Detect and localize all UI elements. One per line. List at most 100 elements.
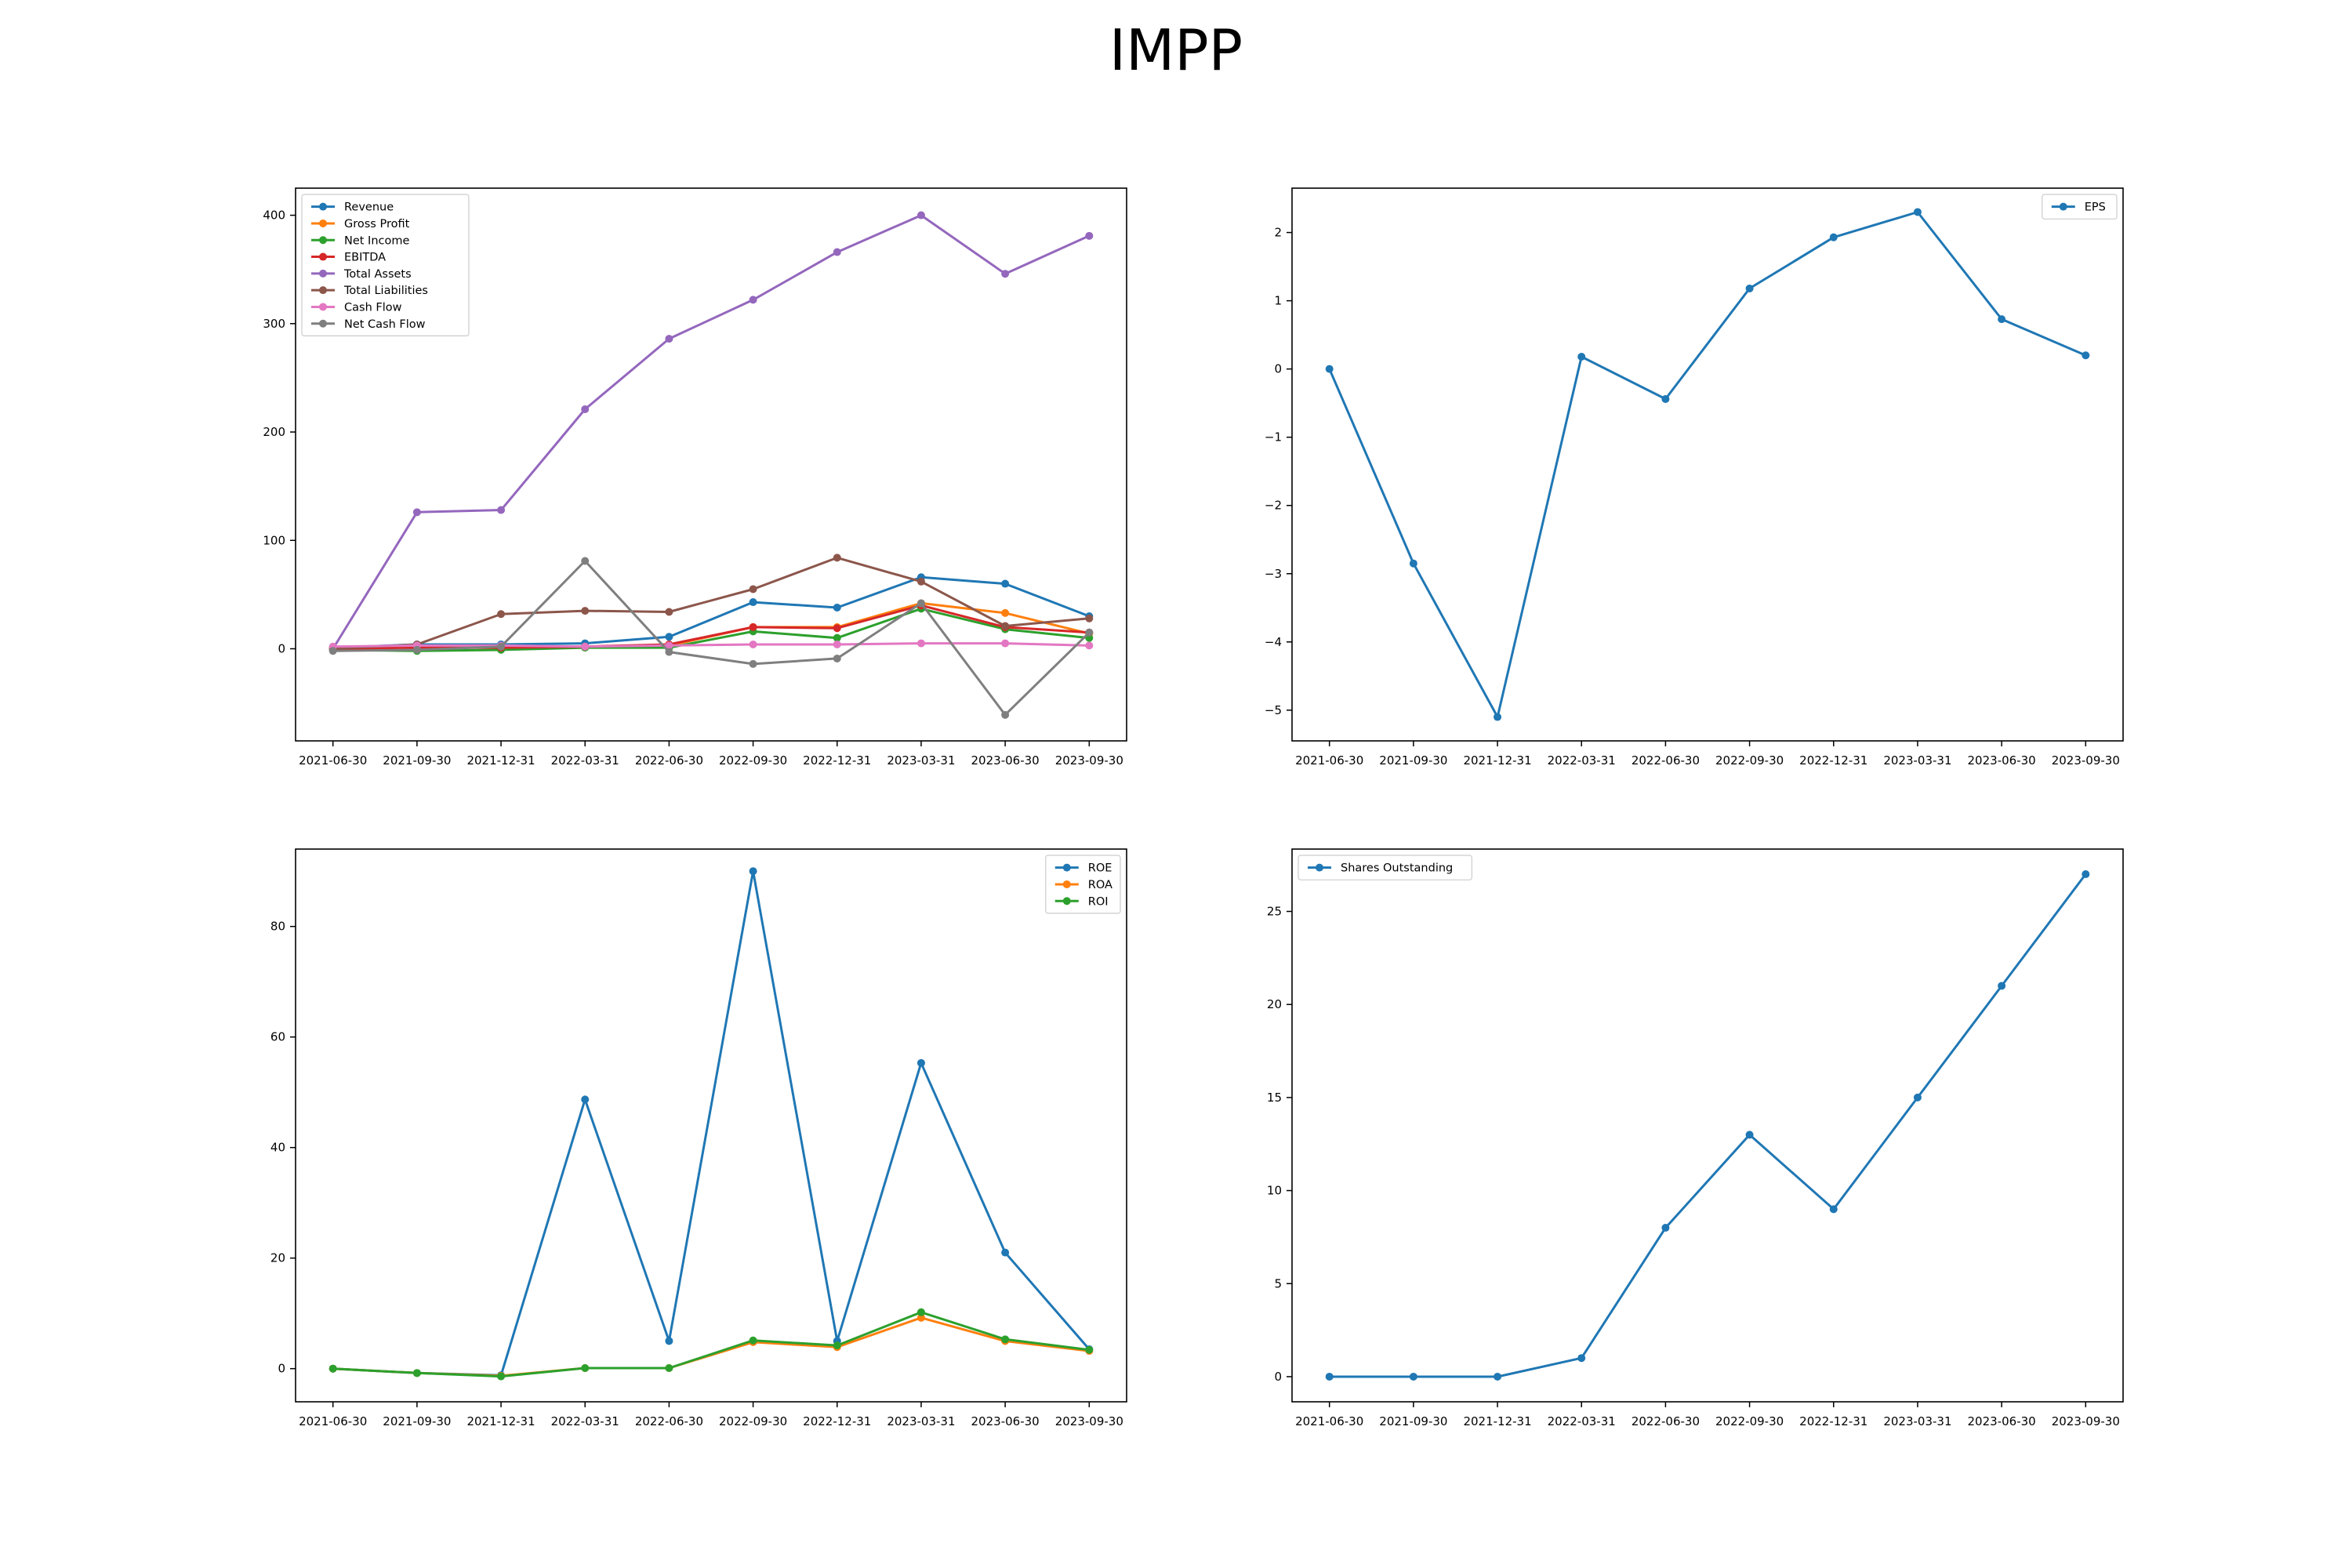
x-tick-label: 2023-03-31 (1883, 1414, 1951, 1428)
data-point (1998, 982, 2006, 990)
legend: ROE ROA ROI (1045, 855, 1121, 914)
data-point (1325, 365, 1334, 373)
series-shares-outstanding (1325, 870, 2090, 1381)
x-tick-label: 2021-09-30 (383, 753, 451, 768)
x-tick-label: 2023-06-30 (1968, 1414, 2036, 1428)
data-point (749, 659, 757, 668)
data-point (581, 557, 590, 565)
data-point (1494, 713, 1502, 721)
y-tick-label: −3 (1265, 567, 1282, 581)
data-point (665, 633, 673, 641)
legend-marker (1062, 897, 1071, 906)
x-tick-label: 2023-09-30 (1055, 1414, 1123, 1428)
data-point (2082, 351, 2090, 360)
x-tick-label: 2022-06-30 (1632, 1414, 1700, 1428)
series-line (332, 1316, 1090, 1377)
legend-marker (319, 219, 327, 227)
legend-label: Net Cash Flow (344, 318, 426, 331)
legend-marker (1062, 880, 1071, 888)
legend-label: Total Assets (343, 268, 412, 281)
x-tick-label: 2021-06-30 (1295, 753, 1363, 768)
data-point (833, 654, 841, 662)
x-tick-label: 2022-12-31 (1799, 1414, 1867, 1428)
x-tick-label: 2023-06-30 (971, 1414, 1040, 1428)
x-tick-label: 2022-09-30 (1715, 1414, 1784, 1428)
x-tick-label: 2022-03-31 (1548, 753, 1616, 768)
data-point (916, 639, 925, 648)
x-tick-label: 2021-12-31 (466, 1414, 535, 1428)
x-tick-label: 2022-06-30 (1632, 753, 1700, 768)
y-tick-label: 10 (1267, 1184, 1282, 1198)
data-point (581, 642, 590, 651)
y-tick-label: 1 (1274, 294, 1282, 308)
y-tick-label: 5 (1274, 1276, 1282, 1290)
data-point (1577, 352, 1586, 361)
y-tick-label: 300 (263, 317, 285, 331)
data-point (1661, 394, 1670, 403)
legend-label: Gross Profit (344, 218, 410, 230)
data-point (665, 608, 673, 616)
y-tick-label: 100 (263, 533, 285, 547)
series-line (1328, 211, 2086, 718)
x-tick-label: 2022-12-31 (803, 753, 871, 768)
x-tick-label: 2022-03-31 (551, 753, 619, 768)
y-tick-label: 20 (1267, 997, 1282, 1011)
data-point (581, 607, 590, 615)
y-tick-label: 40 (270, 1141, 285, 1155)
legend-label: EPS (2085, 201, 2106, 214)
data-point (665, 335, 673, 343)
data-point (1001, 639, 1010, 648)
series-roe (328, 867, 1094, 1380)
data-point (916, 599, 925, 608)
data-point (1001, 1335, 1010, 1344)
data-point (1085, 1345, 1094, 1354)
x-tick-label: 2023-03-31 (1883, 753, 1951, 768)
x-tick-label: 2023-03-31 (887, 753, 955, 768)
x-tick-label: 2022-09-30 (1715, 753, 1784, 768)
x-tick-label: 2023-09-30 (2052, 1414, 2120, 1428)
legend-label: Shares Outstanding (1341, 862, 1453, 875)
series-line (1329, 873, 2087, 1378)
data-point (1913, 1093, 1922, 1102)
x-tick-label: 2023-06-30 (1968, 753, 2036, 768)
legend-marker (2059, 202, 2067, 211)
data-point (581, 405, 590, 413)
data-point (1494, 1372, 1502, 1381)
y-tick-label: −1 (1265, 430, 1282, 445)
legend-marker (319, 269, 327, 278)
data-point (749, 585, 757, 593)
y-tick-label: 15 (1267, 1091, 1282, 1105)
legend-label: ROE (1088, 862, 1112, 875)
series-line (332, 556, 1090, 650)
x-tick-label: 2023-09-30 (1055, 753, 1123, 768)
data-point (665, 641, 673, 650)
data-point (916, 1058, 925, 1067)
y-tick-label: 200 (263, 425, 285, 439)
y-tick-label: 0 (278, 642, 285, 656)
legend-marker (1062, 863, 1071, 872)
legend: Shares Outstanding (1298, 855, 1472, 880)
data-point (1001, 579, 1010, 588)
x-tick-label: 2021-09-30 (1379, 753, 1447, 768)
data-point (1577, 1354, 1586, 1363)
axes-frame (295, 848, 1127, 1403)
y-tick-label: 80 (270, 920, 285, 934)
x-tick-label: 2021-09-30 (383, 1414, 451, 1428)
y-tick-label: −4 (1265, 635, 1282, 649)
data-point (1001, 622, 1010, 630)
axes-frame (1291, 187, 2124, 742)
legend-marker (319, 303, 327, 311)
data-point (1085, 641, 1094, 650)
x-tick-label: 2022-06-30 (635, 753, 703, 768)
legend-label: ROI (1088, 895, 1109, 908)
data-point (1829, 233, 1838, 241)
series-line (332, 214, 1090, 650)
data-point (581, 1363, 590, 1372)
legend-marker (319, 252, 327, 261)
data-point (1001, 710, 1010, 719)
series-eps (1325, 208, 2090, 721)
y-tick-label: 2 (1274, 226, 1282, 240)
data-point (749, 867, 757, 876)
data-point (1085, 231, 1094, 240)
